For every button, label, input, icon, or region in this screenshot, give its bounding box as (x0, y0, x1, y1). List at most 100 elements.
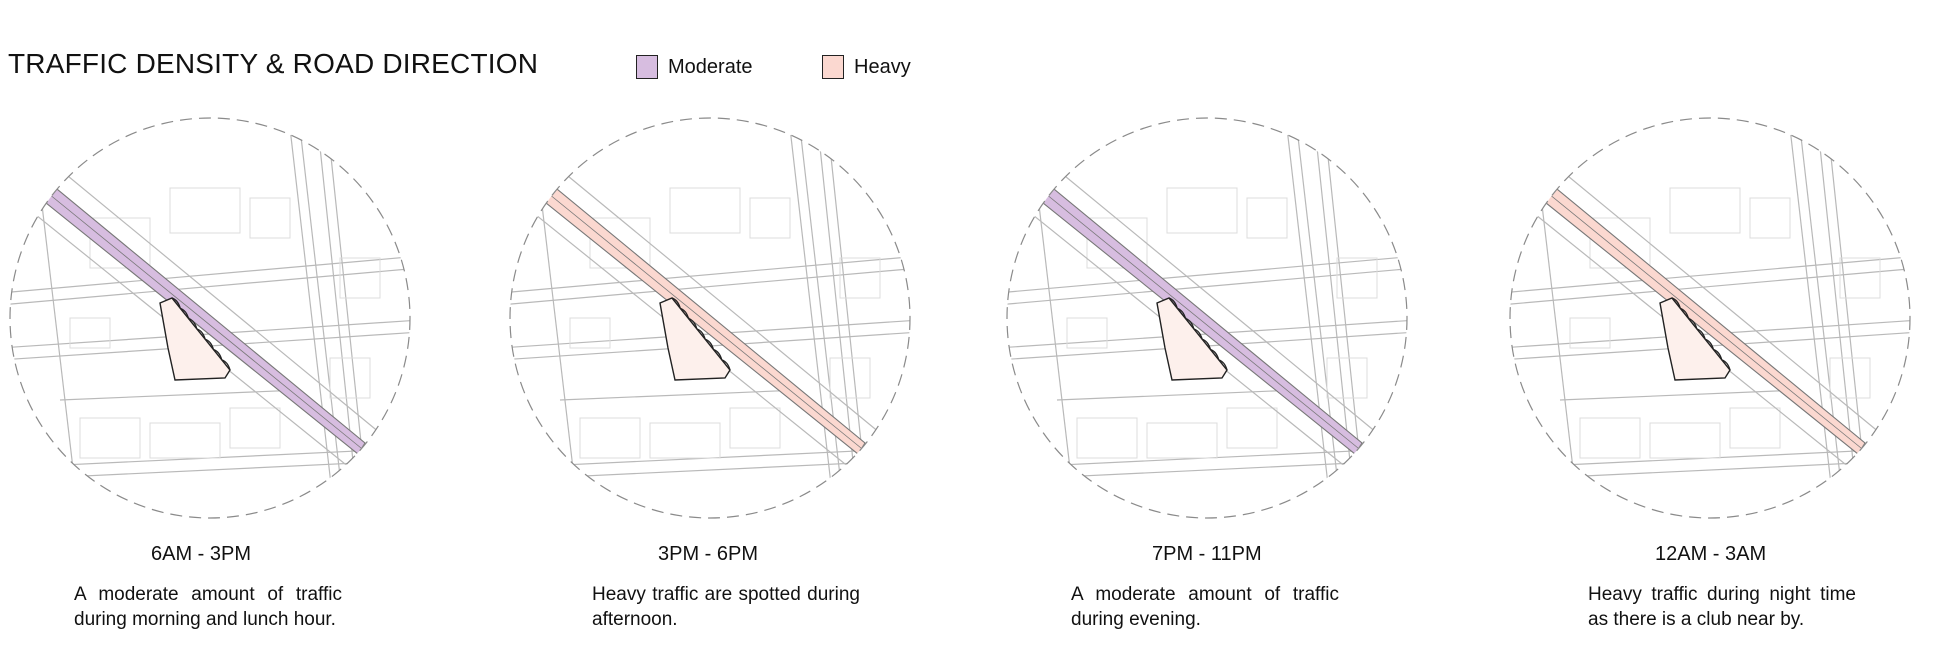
time-label: 12AM - 3AM (1655, 543, 1767, 565)
street-south (1510, 459, 1910, 481)
site-map (1509, 117, 1911, 519)
map-linework (1510, 127, 1910, 518)
map-linework (10, 127, 410, 518)
panel-description: Heavy traffic are spotted during afterno… (592, 584, 860, 630)
panel-4: 12AM - 3AM Heavy traffic during night ti… (1500, 108, 1920, 630)
street-north (510, 255, 910, 294)
street-north (1007, 267, 1407, 306)
site-map (509, 117, 911, 519)
map-linework (510, 127, 910, 518)
legend-label-moderate: Moderate (668, 56, 753, 78)
street-east (1827, 127, 1871, 518)
building-outline (1166, 187, 1238, 234)
building-outline (839, 257, 881, 299)
street-west (1036, 187, 1078, 518)
site-serrated-edge (1168, 297, 1228, 371)
circle-border (1006, 117, 1408, 519)
site-serrated-edge (1671, 297, 1731, 371)
street-north (510, 267, 910, 306)
building-outline (569, 317, 611, 349)
street-lane (59, 389, 301, 401)
circle-border (1509, 117, 1911, 519)
street-east (1296, 127, 1344, 518)
site-map (1006, 117, 1408, 519)
building-outline (1829, 357, 1871, 399)
street-east (789, 127, 837, 518)
building-outline (669, 187, 741, 234)
building-outline (1729, 407, 1781, 449)
street-north (10, 255, 410, 294)
building-outline (1336, 257, 1378, 299)
map-linework (1007, 127, 1407, 518)
street-west (539, 187, 581, 518)
street-east (1799, 127, 1847, 518)
building-outline (339, 257, 381, 299)
site-serrated-edge (171, 297, 231, 371)
building-outline (329, 357, 371, 399)
building-outline (1839, 257, 1881, 299)
building-outline (829, 357, 871, 399)
building-outline (1326, 357, 1368, 399)
legend-swatch-heavy (822, 55, 844, 79)
legend-item-heavy: Heavy (822, 55, 911, 79)
panel-description: Heavy traffic during night time as there… (1588, 584, 1856, 630)
building-outline (1569, 317, 1611, 349)
circle-border (9, 117, 411, 519)
building-outline (579, 417, 641, 459)
panel-3: 7PM - 11PM A moderate amount of traffic … (997, 108, 1417, 630)
building-outline (1749, 197, 1791, 239)
building-outline (729, 407, 781, 449)
time-label: 6AM - 3PM (151, 543, 252, 565)
street-lane (1559, 389, 1801, 401)
site-serrated-edge (671, 297, 731, 371)
building-outline (749, 197, 791, 239)
street-east (1286, 127, 1334, 518)
panel-1: 6AM - 3PM A moderate amount of traffic d… (0, 108, 420, 630)
building-outline (1579, 417, 1641, 459)
panel-description: A moderate amount of traffic during even… (1071, 584, 1339, 630)
road-centerline (21, 171, 362, 449)
building-outline (229, 407, 281, 449)
street-west (39, 187, 81, 518)
building-outline (69, 317, 111, 349)
building-outline (149, 422, 221, 459)
building-outline (1066, 317, 1108, 349)
page-title: TRAFFIC DENSITY & ROAD DIRECTION (8, 48, 539, 79)
legend-item-moderate: Moderate (636, 55, 753, 79)
circle-border (509, 117, 911, 519)
street-east (799, 127, 847, 518)
road-centerline (521, 171, 862, 449)
road-centerline (1018, 171, 1359, 449)
street-south (10, 459, 410, 481)
legend-swatch-moderate (636, 55, 658, 79)
panel-2: 3PM - 6PM Heavy traffic are spotted duri… (500, 108, 920, 630)
street-north (10, 267, 410, 306)
building-outline (1669, 187, 1741, 234)
street-north (1510, 267, 1910, 306)
road-edge (1036, 152, 1378, 434)
building-outline (1146, 422, 1218, 459)
building-outline (169, 187, 241, 234)
street-lane (1056, 389, 1298, 401)
street-south (510, 459, 910, 481)
street-west (1539, 187, 1581, 518)
time-label: 7PM - 11PM (1152, 543, 1262, 565)
street-east (1789, 127, 1837, 518)
street-east (327, 127, 371, 518)
road-edge (539, 152, 881, 434)
building-outline (1076, 417, 1138, 459)
building-outline (249, 197, 291, 239)
street-east (827, 127, 871, 518)
street-lane (559, 389, 801, 401)
building-outline (1649, 422, 1721, 459)
road-centerline (1521, 171, 1862, 449)
building-outline (1226, 407, 1278, 449)
building-outline (649, 422, 721, 459)
building-outline (1246, 197, 1288, 239)
street-east (289, 127, 337, 518)
road-edge (1539, 152, 1881, 434)
time-label: 3PM - 6PM (658, 543, 759, 565)
street-north (1007, 255, 1407, 294)
legend-label-heavy: Heavy (854, 56, 911, 78)
site-map (9, 117, 411, 519)
